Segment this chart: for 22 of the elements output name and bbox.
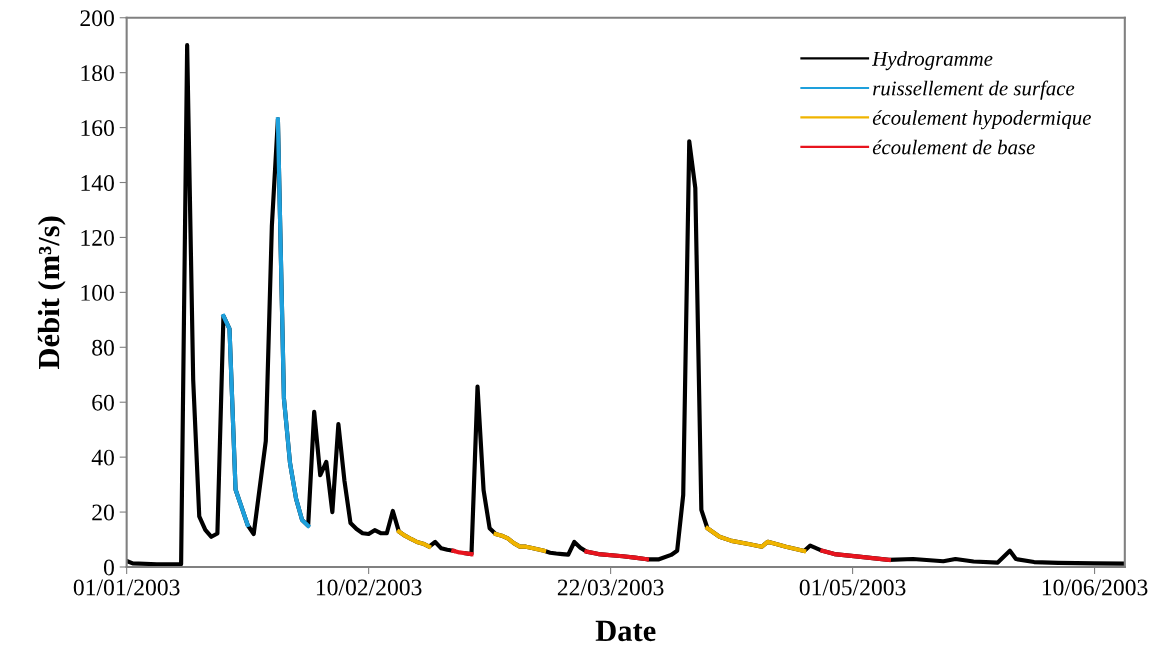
y-tick-label: 200 bbox=[80, 10, 114, 27]
x-tick-label: 01/05/2003 bbox=[799, 579, 906, 596]
y-tick-label: 20 bbox=[92, 504, 114, 521]
legend-label: ruissellement de surface bbox=[873, 80, 1075, 100]
x-tick-label: 22/03/2003 bbox=[557, 579, 664, 596]
y-tick-label: 160 bbox=[81, 120, 114, 137]
y-tick-label: 80 bbox=[92, 339, 114, 356]
legend-label: écoulement de base bbox=[872, 139, 1035, 155]
y-tick-label: 100 bbox=[81, 284, 114, 301]
y-tick-label: 60 bbox=[92, 394, 114, 411]
y-tick-label: 0 bbox=[103, 559, 114, 576]
x-tick-label: 10/06/2003 bbox=[1042, 579, 1148, 596]
legend-label: Hydrogramme bbox=[872, 51, 993, 71]
x-axis-title: Date bbox=[595, 620, 656, 642]
y-tick-label: 180 bbox=[81, 65, 114, 82]
y-axis-title: Débit (m³/s) bbox=[37, 216, 66, 369]
y-tick-label: 40 bbox=[91, 449, 114, 466]
x-tick-label: 10/02/2003 bbox=[316, 579, 422, 596]
y-tick-label: 120 bbox=[81, 229, 114, 246]
x-tick-label: 01/01/2003 bbox=[73, 579, 180, 596]
y-tick-label: 140 bbox=[81, 175, 114, 191]
legend-label: écoulement hypodermique bbox=[872, 110, 1092, 130]
